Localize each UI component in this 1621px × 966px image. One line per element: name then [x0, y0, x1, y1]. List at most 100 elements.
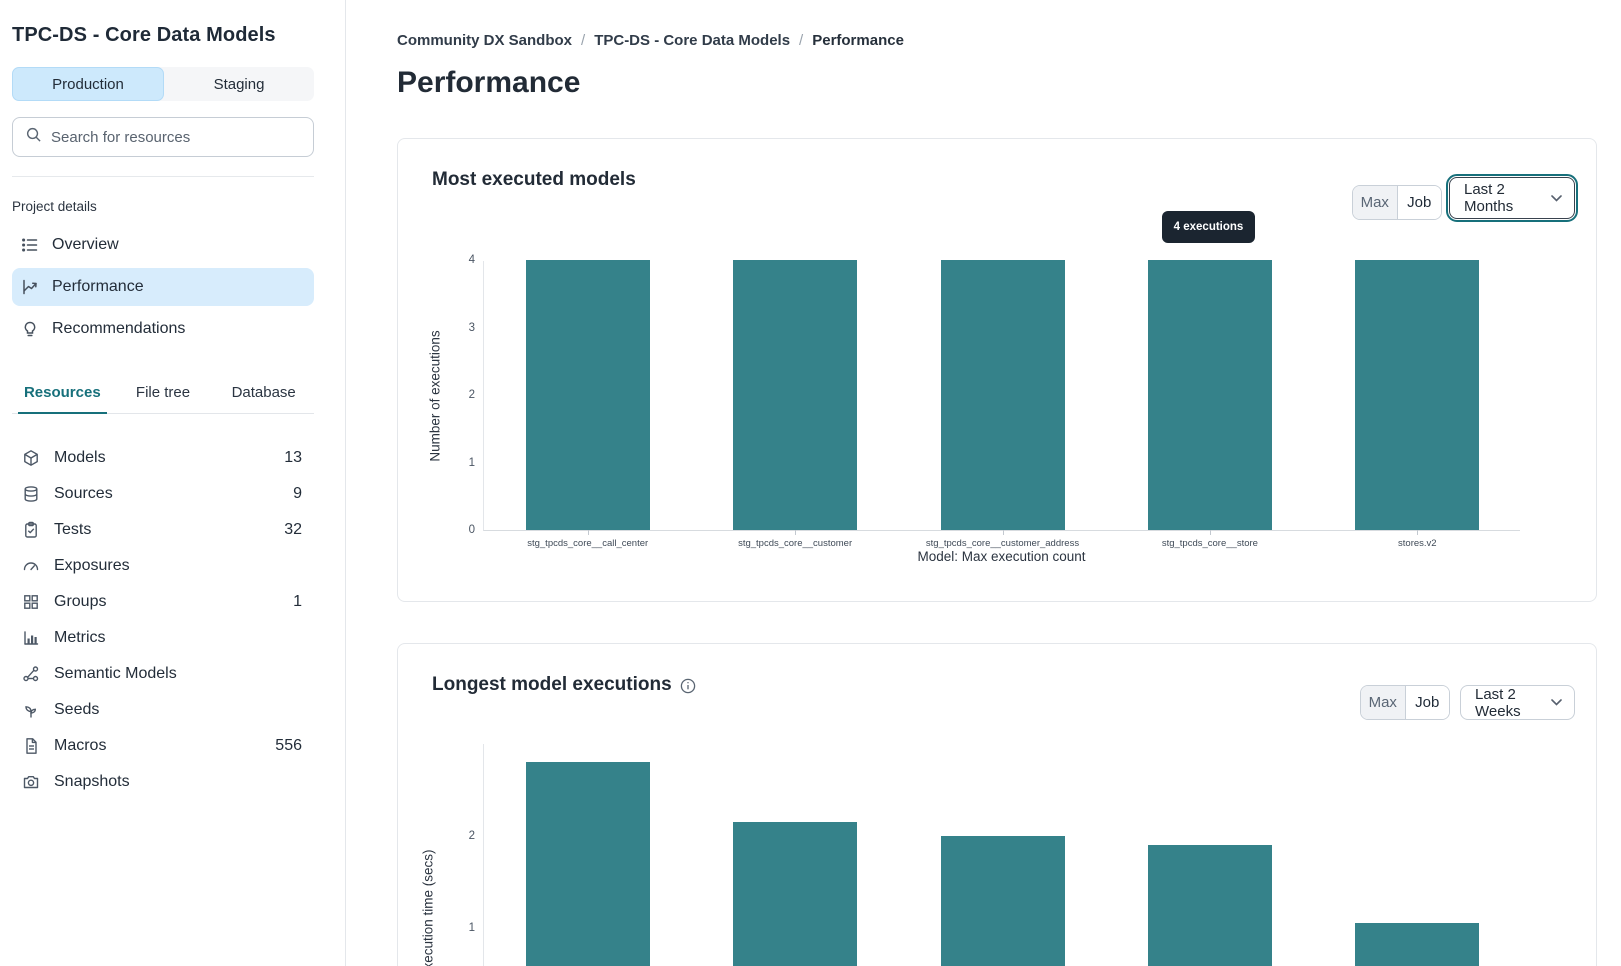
x-tick-label: stg_tpcds_core__store: [1161, 538, 1258, 549]
project-title: TPC-DS - Core Data Models: [12, 24, 276, 46]
sidebar-item-recommendations[interactable]: Recommendations: [12, 310, 314, 348]
search-input[interactable]: [51, 128, 301, 146]
chart-title: Longest model executions: [432, 674, 696, 696]
resource-row-tests[interactable]: Tests 32: [12, 512, 314, 548]
max-job-toggle: Max Job: [1360, 685, 1450, 720]
resource-count: 1: [293, 593, 302, 610]
tab-file-tree[interactable]: File tree: [135, 384, 191, 401]
job-button[interactable]: Job: [1397, 186, 1441, 219]
chevron-down-icon: [1551, 194, 1562, 202]
y-tick-label: 3: [468, 321, 475, 334]
main-content: Community DX Sandbox / TPC-DS - Core Dat…: [346, 0, 1621, 966]
breadcrumb-item-current: Performance: [812, 32, 904, 49]
y-tick-label: 1: [468, 922, 475, 934]
y-tick-label: 2: [468, 389, 475, 401]
grid-icon: [22, 593, 40, 611]
x-tick-label: stg_tpcds_core__call_center: [527, 538, 649, 549]
max-button[interactable]: Max: [1361, 686, 1406, 719]
chart-bar[interactable]: [525, 762, 650, 966]
resource-row-exposures[interactable]: Exposures: [12, 548, 314, 584]
breadcrumb-item-project[interactable]: TPC-DS - Core Data Models: [594, 32, 791, 49]
search-box[interactable]: [12, 117, 314, 157]
bar-chart-plot: stg_tpcds_core__call_center stg_tpcds_cor…: [469, 254, 1520, 549]
resource-tabs: Resources File tree Database: [12, 384, 314, 414]
resource-row-macros[interactable]: Macros 556: [12, 728, 314, 764]
sidebar-divider: [12, 176, 314, 177]
resource-list: Models 13 Sources 9 Tests 32 Exposures: [12, 440, 314, 800]
bar-chart-icon: [22, 629, 40, 647]
search-icon: [25, 126, 42, 148]
y-tick-label: 1: [468, 456, 475, 469]
resource-row-models[interactable]: Models 13: [12, 440, 314, 476]
resource-row-semantic-models[interactable]: Semantic Models: [12, 656, 314, 692]
tab-staging[interactable]: Staging: [164, 67, 314, 101]
tab-database[interactable]: Database: [231, 384, 296, 401]
breadcrumb-separator: /: [799, 32, 804, 49]
time-range-dropdown[interactable]: Last 2 Weeks: [1460, 685, 1575, 720]
project-details-nav: Overview Performance Recommendations: [12, 226, 314, 348]
sidebar-item-overview[interactable]: Overview: [12, 226, 314, 264]
resource-label: Semantic Models: [54, 665, 177, 682]
breadcrumb-separator: /: [581, 32, 586, 49]
resource-label: Snapshots: [54, 773, 130, 790]
project-details-heading: Project details: [12, 199, 97, 214]
chart-bar[interactable]: [1355, 923, 1480, 966]
x-tick: [587, 530, 589, 535]
x-axis-title: Model: Max execution count: [917, 549, 1086, 564]
chart-title: Most executed models: [432, 169, 636, 190]
resource-row-snapshots[interactable]: Snapshots: [12, 764, 314, 800]
resource-label: Macros: [54, 737, 107, 754]
tab-production[interactable]: Production: [12, 67, 164, 101]
sidebar-item-label: Recommendations: [52, 320, 186, 337]
chart-bar[interactable]: [733, 822, 858, 966]
resource-count: 32: [284, 521, 302, 538]
lightbulb-icon: [21, 320, 39, 338]
longest-model-executions-card: Longest model executions Max Job Last 2 …: [397, 643, 1597, 966]
page-title: Performance: [397, 66, 581, 99]
graph-nodes-icon: [22, 665, 40, 683]
chart-bar[interactable]: [940, 836, 1065, 966]
sidebar-item-performance[interactable]: Performance: [12, 268, 314, 306]
chart-bar[interactable]: [1147, 845, 1272, 966]
y-tick-label: 2: [468, 830, 475, 842]
resource-label: Models: [54, 449, 106, 466]
gauge-icon: [22, 557, 40, 575]
breadcrumb: Community DX Sandbox / TPC-DS - Core Dat…: [397, 32, 1621, 49]
file-text-icon: [22, 737, 40, 755]
resource-count: 13: [284, 449, 302, 466]
x-tick-label: stores.v2: [1398, 538, 1437, 549]
chart-bar[interactable]: [733, 260, 858, 530]
list-icon: [21, 236, 39, 254]
x-tick: [795, 530, 797, 535]
resource-row-sources[interactable]: Sources 9: [12, 476, 314, 512]
chart-bar[interactable]: [525, 260, 650, 530]
max-job-toggle: Max Job: [1352, 185, 1442, 220]
resource-row-groups[interactable]: Groups 1: [12, 584, 314, 620]
chart-bar[interactable]: [1147, 260, 1272, 530]
sidebar: TPC-DS - Core Data Models Production Sta…: [0, 0, 346, 966]
resource-label: Metrics: [54, 629, 106, 646]
resource-label: Tests: [54, 521, 92, 538]
resource-row-seeds[interactable]: Seeds: [12, 692, 314, 728]
chart-bar[interactable]: [940, 260, 1065, 530]
resource-count: 9: [293, 485, 302, 502]
chart-tooltip: 4 executions: [1162, 211, 1255, 243]
resource-label: Groups: [54, 593, 107, 610]
tab-resources[interactable]: Resources: [12, 384, 113, 414]
breadcrumb-item-account[interactable]: Community DX Sandbox: [397, 32, 573, 49]
x-tick: [1002, 530, 1004, 535]
time-range-dropdown[interactable]: Last 2 Months: [1446, 174, 1578, 222]
x-tick-label: stg_tpcds_core__customer: [738, 538, 853, 549]
y-axis-title: Number of executions: [427, 330, 443, 462]
resource-row-metrics[interactable]: Metrics: [12, 620, 314, 656]
info-icon[interactable]: [680, 678, 696, 694]
chart-bar[interactable]: [1355, 260, 1480, 530]
max-button[interactable]: Max: [1353, 186, 1398, 219]
job-button[interactable]: Job: [1405, 686, 1449, 719]
y-tick-label: 4: [468, 254, 475, 266]
environment-switcher: Production Staging: [12, 67, 314, 101]
resource-count: 556: [275, 737, 302, 754]
sidebar-item-label: Overview: [52, 236, 119, 253]
resource-label: Exposures: [54, 557, 130, 574]
